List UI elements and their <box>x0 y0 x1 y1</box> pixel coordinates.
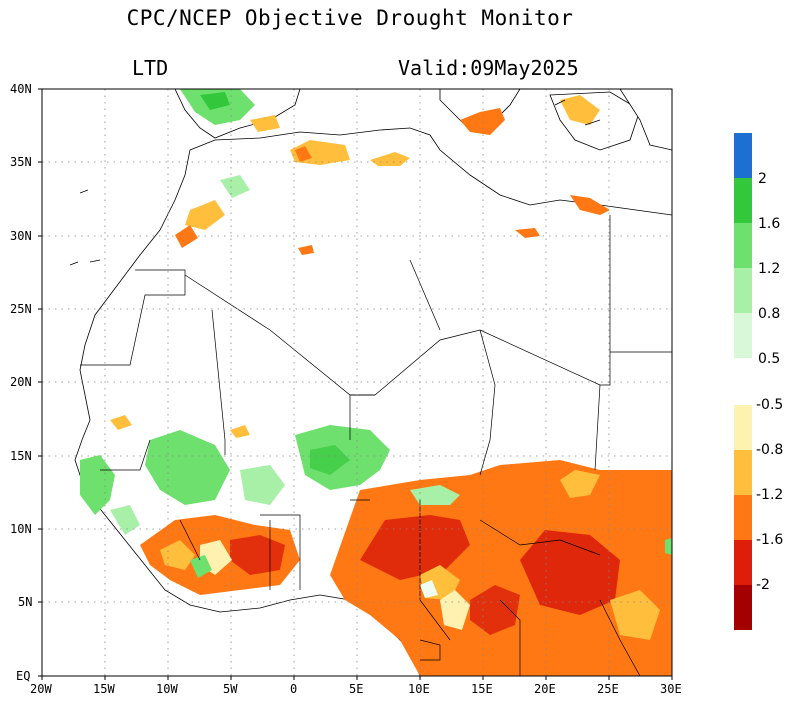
lon-label-15e: 15E <box>471 682 493 696</box>
lon-label-5w: 5W <box>223 682 238 696</box>
legend-wet-box-4 <box>734 268 752 313</box>
dry-regions <box>110 95 672 676</box>
legend-dry <box>734 405 752 630</box>
lon-label-15w: 15W <box>93 682 115 696</box>
islands <box>69 99 601 266</box>
lon-label-20w: 20W <box>30 682 52 696</box>
lon-label-5e: 5E <box>349 682 364 696</box>
legend-wet-label-1: 2 <box>758 171 767 187</box>
legend-wet <box>734 133 752 358</box>
wet-regions <box>80 89 672 598</box>
legend-wet-label-4: 0.8 <box>758 306 781 322</box>
legend-wet-box-2 <box>734 178 752 223</box>
legend-wet-label-5: 0.5 <box>758 351 781 367</box>
lat-label-15n: 15N <box>10 449 32 463</box>
legend-wet-label-3: 1.2 <box>758 261 781 277</box>
index-label: LTD <box>132 56 169 80</box>
lon-label-25e: 25E <box>597 682 619 696</box>
legend-dry-box-2 <box>734 450 752 495</box>
lat-label-20n: 20N <box>10 375 32 389</box>
country-borders <box>80 215 672 676</box>
valid-date-label: Valid:09May2025 <box>398 56 579 80</box>
axis-ticks <box>38 88 673 680</box>
lat-label-10n: 10N <box>10 522 32 536</box>
legend-dry-box-5 <box>734 585 752 630</box>
legend-wet-box-1 <box>734 133 752 178</box>
legend-dry-box-1 <box>734 405 752 450</box>
legend-dry-box-4 <box>734 540 752 585</box>
lat-label-30n: 30N <box>10 229 32 243</box>
legend-dry-label-2: -0.8 <box>756 442 784 458</box>
map-title: CPC/NCEP Objective Drought Monitor <box>126 6 574 30</box>
lat-label-40n: 40N <box>10 82 32 96</box>
lon-label-10w: 10W <box>156 682 178 696</box>
lat-label-35n: 35N <box>10 155 32 169</box>
turkey-land <box>619 89 672 151</box>
lon-label-10e: 10E <box>408 682 430 696</box>
lat-label-25n: 25N <box>10 302 32 316</box>
legend-dry-label-3: -1.2 <box>756 487 784 503</box>
lon-label-0: 0 <box>290 682 298 696</box>
legend-dry-label-1: -0.5 <box>756 397 784 413</box>
lon-label-20e: 20E <box>534 682 556 696</box>
legend-wet-label-2: 1.6 <box>758 216 781 232</box>
legend-dry-label-5: -2 <box>756 577 770 593</box>
legend-wet-box-3 <box>734 223 752 268</box>
legend-dry-box-3 <box>734 495 752 540</box>
map-area <box>42 89 672 676</box>
lat-label-eq: EQ <box>16 669 31 683</box>
lon-label-30e: 30E <box>660 682 682 696</box>
legend-wet-box-5 <box>734 313 752 358</box>
gridlines <box>42 89 672 676</box>
lat-label-5n: 5N <box>18 595 33 609</box>
legend-dry-label-4: -1.6 <box>756 532 784 548</box>
